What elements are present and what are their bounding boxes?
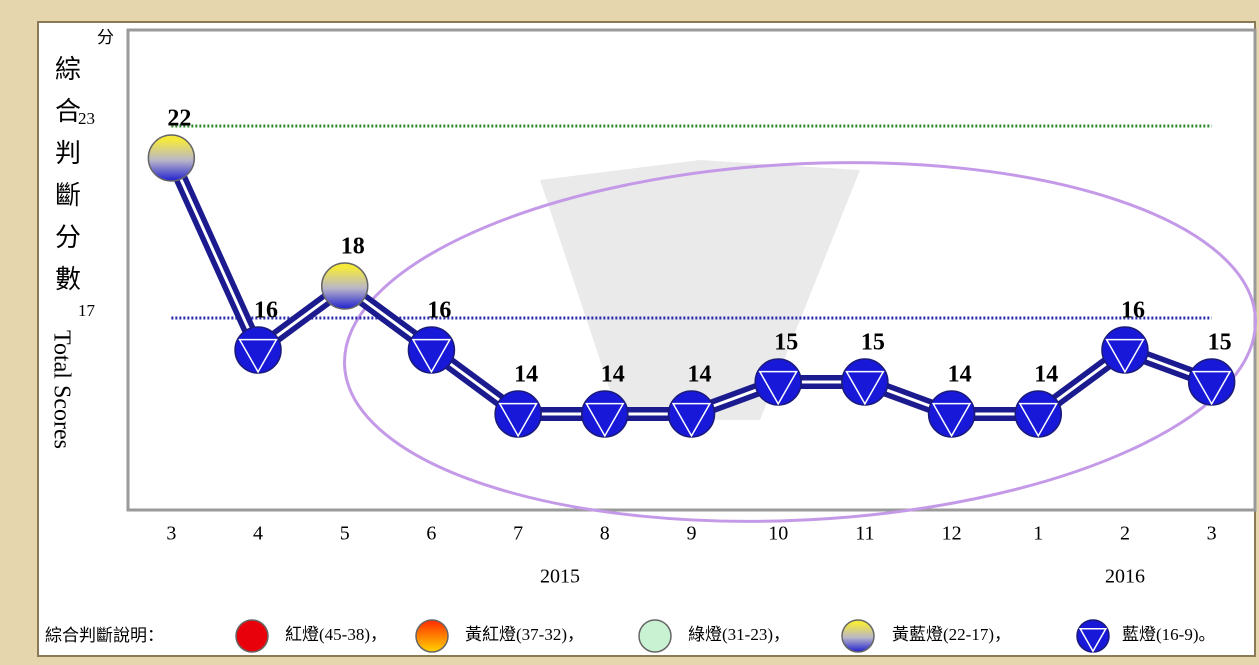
y-unit: 分 <box>97 28 114 48</box>
data-label: 16 <box>1121 298 1145 324</box>
legend-label: 黃藍燈(22-17)， <box>892 625 1011 644</box>
x-tick-label: 8 <box>600 523 610 545</box>
legend-label: 黃紅燈(37-32)， <box>465 625 584 644</box>
watermark <box>540 160 860 420</box>
y-tick-label: 23 <box>78 109 95 128</box>
year-label: 2016 <box>1105 566 1145 588</box>
legend-marker <box>638 619 672 653</box>
point-marker-disc <box>234 326 282 374</box>
x-tick-label: 5 <box>340 523 350 545</box>
data-label: 14 <box>1034 362 1058 388</box>
point-marker <box>841 358 889 406</box>
data-label: 15 <box>774 330 798 356</box>
x-tick-label: 4 <box>253 523 263 545</box>
legend-marker <box>415 619 449 653</box>
data-label: 14 <box>688 362 712 388</box>
point-marker-disc <box>147 134 196 182</box>
legend-marker-disc <box>415 619 449 653</box>
data-label: 15 <box>1208 330 1232 356</box>
point-marker <box>667 390 716 438</box>
point-marker-triangle <box>411 338 452 374</box>
point-marker <box>320 262 369 310</box>
point-marker-disc <box>1187 358 1236 406</box>
legend-label: 綠燈(31-23)， <box>688 625 790 644</box>
x-tick-label: 12 <box>942 523 962 545</box>
legend-marker-disc <box>638 619 672 653</box>
y-tick-label: 17 <box>78 301 96 320</box>
x-tick-label: 1 <box>1033 523 1043 545</box>
plot-frame <box>126 28 1257 512</box>
point-marker-disc <box>581 390 629 438</box>
x-tick-label: 10 <box>768 523 788 545</box>
point-marker <box>407 326 456 374</box>
point-marker-triangle <box>758 370 798 406</box>
point-marker <box>234 326 282 374</box>
point-marker-disc <box>1101 326 1149 374</box>
x-tick-label: 7 <box>513 523 523 545</box>
data-label: 16 <box>427 298 451 324</box>
point-marker-disc <box>927 390 976 438</box>
legend-marker <box>841 619 875 653</box>
x-tick-label: 2 <box>1120 523 1130 545</box>
point-marker-triangle <box>238 338 278 374</box>
y-axis-label-en: Total Scores <box>48 330 74 449</box>
legend-marker-disc <box>1076 619 1110 653</box>
x-tick-label: 11 <box>855 523 874 545</box>
data-label: 14 <box>601 362 625 388</box>
point-marker-triangle <box>931 402 972 438</box>
legend-title: 綜合判斷說明： <box>45 626 164 646</box>
point-marker-triangle <box>1105 338 1145 374</box>
legend-marker <box>1076 619 1110 653</box>
legend-marker <box>235 619 269 653</box>
highlight-ellipse <box>343 161 1257 523</box>
point-marker <box>927 390 976 438</box>
point-marker <box>754 358 802 406</box>
point-marker-disc <box>754 358 802 406</box>
data-label: 15 <box>861 330 885 356</box>
x-tick-label: 9 <box>687 523 697 545</box>
point-marker-disc <box>1014 390 1063 438</box>
data-label: 22 <box>167 106 191 132</box>
point-marker <box>1101 326 1149 374</box>
point-marker <box>147 134 196 182</box>
year-label: 2015 <box>540 566 580 588</box>
point-marker-triangle <box>498 402 538 438</box>
point-marker-triangle <box>585 402 625 438</box>
legend-label: 藍燈(16-9)。 <box>1122 625 1215 644</box>
point-marker <box>581 390 629 438</box>
x-tick-label: 3 <box>1207 523 1217 545</box>
data-label: 16 <box>254 298 278 324</box>
point-marker-disc <box>494 390 542 438</box>
point-marker <box>1014 390 1063 438</box>
y-axis-label-zh: 綜合判斷分數 <box>55 55 81 295</box>
legend-marker-disc <box>841 619 875 653</box>
x-tick-label: 6 <box>426 523 436 545</box>
point-marker-triangle <box>671 402 712 438</box>
x-tick-label: 3 <box>166 523 176 545</box>
point-marker <box>1187 358 1236 406</box>
point-marker-triangle <box>1018 402 1058 438</box>
legend-marker-disc <box>235 619 269 653</box>
point-marker-disc <box>841 358 889 406</box>
point-marker-disc <box>320 262 369 310</box>
point-marker-disc <box>667 390 716 438</box>
data-label: 14 <box>948 362 972 388</box>
legend-marker-triangle <box>1078 628 1108 653</box>
point-marker <box>494 390 542 438</box>
point-marker-triangle <box>845 370 885 406</box>
data-label: 14 <box>514 362 538 388</box>
point-marker-disc <box>407 326 456 374</box>
point-marker-triangle <box>1191 370 1232 406</box>
data-label: 18 <box>341 234 365 260</box>
legend-label: 紅燈(45-38)， <box>285 625 387 644</box>
